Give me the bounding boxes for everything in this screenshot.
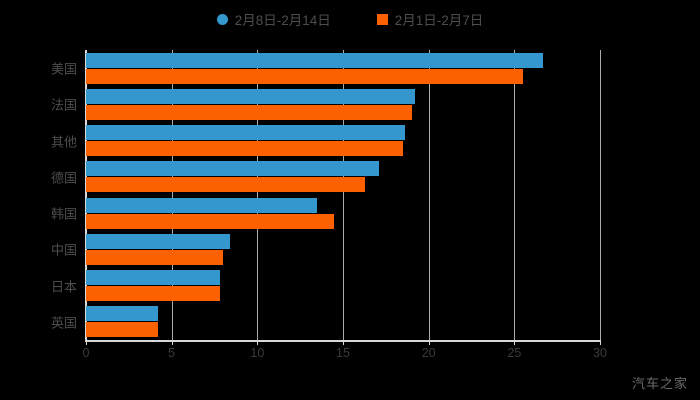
gridline-30 — [600, 50, 601, 340]
gridline-20 — [428, 50, 430, 340]
bar-group-法国: 法国 — [51, 88, 600, 120]
tick-mark-25 — [514, 340, 516, 345]
bar-日本-series-1[interactable] — [86, 270, 220, 286]
legend-item-series-2[interactable]: 2月1日-2月7日 — [376, 9, 484, 29]
plot-area: 0 5 10 15 20 25 30 美国法国其他德国韩国中国日本英国 — [51, 50, 607, 360]
tick-mark-30 — [600, 340, 601, 345]
bar-group-英国: 英国 — [51, 306, 600, 338]
bar-法国-series-1[interactable] — [86, 88, 415, 104]
tick-mark-5 — [171, 340, 173, 345]
x-tick-label-20: 20 — [421, 346, 436, 360]
bar-group-日本: 日本 — [51, 270, 600, 302]
tick-mark-15 — [343, 340, 344, 345]
x-tick-label-25: 25 — [507, 346, 522, 360]
x-tick-label-15: 15 — [336, 346, 350, 360]
gridline-25 — [514, 50, 516, 340]
category-label-其他: 其他 — [50, 134, 77, 150]
y-axis-line — [85, 50, 87, 340]
legend-circle-marker-icon — [216, 13, 228, 25]
x-tick-label-5: 5 — [168, 346, 176, 360]
bar-法国-series-2[interactable] — [86, 104, 412, 120]
x-tick-label-10: 10 — [250, 346, 265, 360]
bar-其他-series-1[interactable] — [86, 125, 405, 141]
legend-label-series-1: 2月8日-2月14日 — [234, 13, 331, 28]
legend-item-series-1[interactable]: 2月8日-2月14日 — [216, 9, 331, 29]
bar-group-其他: 其他 — [51, 125, 600, 157]
tick-mark-10 — [257, 340, 259, 345]
legend-square-marker-icon — [376, 13, 388, 25]
legend-label-series-2: 2月1日-2月7日 — [394, 13, 484, 28]
bar-其他-series-2[interactable] — [86, 141, 403, 157]
tick-mark-20 — [428, 340, 430, 345]
watermark-label: 汽车之家 — [631, 376, 688, 391]
bar-日本-series-2[interactable] — [86, 286, 220, 302]
bar-韩国-series-2[interactable] — [86, 213, 335, 229]
bar-韩国-series-1[interactable] — [86, 197, 318, 213]
bar-德国-series-1[interactable] — [86, 161, 379, 177]
gridline-15 — [343, 50, 344, 340]
gridline-10 — [257, 50, 259, 340]
bar-英国-series-1[interactable] — [86, 306, 158, 322]
category-label-美国: 美国 — [50, 61, 77, 77]
bar-group-韩国: 韩国 — [51, 197, 600, 229]
chart-legend: 2月8日-2月14日 2月1日-2月7日 — [0, 8, 700, 30]
category-label-韩国: 韩国 — [50, 206, 77, 222]
x-tick-label-0: 0 — [82, 346, 90, 360]
bar-美国-series-2[interactable] — [86, 68, 523, 84]
category-label-英国: 英国 — [50, 315, 77, 331]
bar-group-中国: 中国 — [51, 233, 600, 265]
gridline-5 — [171, 50, 173, 340]
bar-中国-series-1[interactable] — [86, 233, 230, 249]
x-tick-label-30: 30 — [593, 346, 607, 360]
bar-中国-series-2[interactable] — [86, 249, 224, 265]
category-label-法国: 法国 — [50, 97, 77, 113]
category-label-德国: 德国 — [50, 170, 77, 186]
bar-英国-series-2[interactable] — [86, 322, 158, 338]
bar-group-美国: 美国 — [51, 52, 600, 84]
bar-group-德国: 德国 — [51, 161, 600, 193]
category-label-日本: 日本 — [50, 279, 77, 295]
tick-mark-0 — [86, 340, 87, 345]
category-label-中国: 中国 — [50, 242, 77, 258]
bar-美国-series-1[interactable] — [86, 52, 544, 68]
bar-德国-series-2[interactable] — [86, 177, 366, 193]
